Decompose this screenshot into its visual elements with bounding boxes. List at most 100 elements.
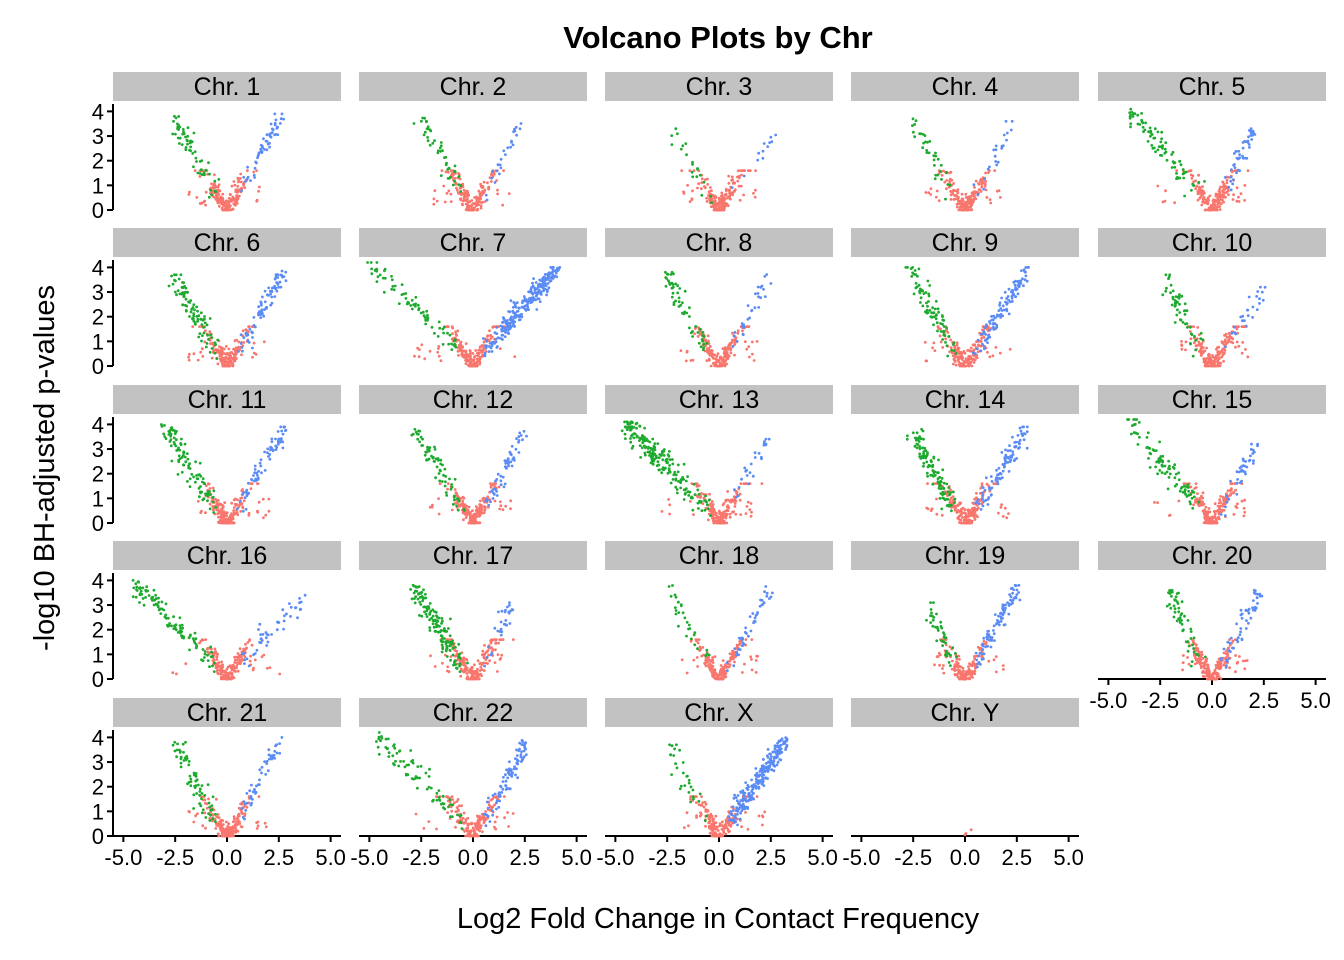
- y-tick-label: 0: [92, 511, 104, 536]
- data-point: [263, 289, 267, 293]
- data-point: [455, 501, 459, 505]
- data-point: [206, 499, 209, 503]
- data-point: [983, 326, 987, 330]
- data-point: [931, 311, 935, 315]
- data-point: [222, 514, 226, 518]
- facet-strip: [1098, 228, 1326, 257]
- data-point: [480, 350, 484, 354]
- data-point: [1157, 457, 1161, 460]
- data-point: [175, 449, 179, 452]
- data-point: [984, 476, 988, 480]
- data-point: [498, 336, 502, 340]
- data-point: [696, 488, 700, 492]
- data-point: [763, 295, 767, 298]
- data-point: [696, 501, 700, 505]
- data-point: [697, 484, 701, 488]
- data-point: [1201, 185, 1204, 189]
- data-point: [268, 141, 271, 145]
- data-point: [1240, 499, 1244, 503]
- data-point: [981, 486, 985, 489]
- data-point: [624, 437, 627, 440]
- data-point: [1164, 273, 1168, 277]
- data-point: [215, 502, 219, 506]
- data-point: [518, 431, 522, 435]
- data-point: [173, 431, 177, 435]
- data-point: [948, 183, 952, 187]
- data-point: [382, 290, 386, 294]
- facet-strip: [605, 228, 833, 257]
- data-point: [192, 314, 196, 318]
- data-point: [1018, 426, 1022, 430]
- data-point: [1260, 290, 1264, 294]
- data-point: [265, 305, 268, 309]
- facet-label: Chr. 5: [1179, 73, 1246, 101]
- data-point: [499, 483, 503, 487]
- data-point: [438, 482, 442, 485]
- data-point: [933, 473, 937, 477]
- data-point: [235, 338, 239, 342]
- data-point: [952, 182, 955, 185]
- data-point: [937, 199, 941, 203]
- data-point: [474, 349, 478, 352]
- data-point: [1168, 273, 1172, 277]
- data-point: [911, 117, 915, 121]
- data-point: [960, 351, 964, 355]
- data-point: [672, 272, 675, 276]
- data-point: [982, 336, 986, 339]
- data-point: [1203, 180, 1206, 183]
- data-point: [1171, 150, 1175, 154]
- data-point: [1148, 466, 1152, 469]
- data-point: [181, 132, 185, 136]
- data-point: [444, 480, 447, 484]
- data-point: [1192, 495, 1196, 499]
- data-point: [1200, 203, 1204, 207]
- data-point: [282, 117, 285, 121]
- data-point: [1156, 184, 1160, 188]
- data-point: [1136, 443, 1140, 446]
- data-point: [164, 437, 168, 440]
- data-point: [536, 297, 540, 301]
- data-point: [244, 180, 247, 183]
- data-point: [520, 315, 524, 319]
- data-point: [990, 315, 993, 318]
- data-point: [683, 289, 687, 293]
- data-point: [752, 191, 755, 195]
- data-point: [469, 352, 472, 355]
- data-point: [186, 142, 189, 146]
- data-point: [439, 458, 443, 462]
- data-point: [1013, 283, 1017, 287]
- data-point: [1165, 158, 1169, 162]
- data-point: [660, 510, 664, 513]
- data-point: [188, 301, 192, 304]
- data-point: [972, 348, 976, 352]
- data-point: [670, 295, 674, 299]
- data-point: [223, 521, 227, 525]
- data-point: [676, 463, 680, 467]
- data-point: [974, 179, 978, 183]
- data-point: [952, 349, 956, 352]
- data-point: [1005, 301, 1009, 305]
- data-point: [268, 453, 272, 456]
- data-point: [1252, 131, 1255, 135]
- data-point: [471, 509, 474, 512]
- data-point: [467, 505, 471, 509]
- data-point: [1211, 355, 1215, 359]
- data-point: [1234, 488, 1237, 492]
- data-point: [505, 319, 508, 323]
- data-point: [921, 304, 925, 308]
- data-point: [204, 511, 207, 515]
- data-point: [676, 284, 680, 288]
- data-point: [720, 357, 724, 360]
- data-point: [980, 332, 983, 336]
- data-point: [509, 452, 513, 456]
- data-point: [743, 466, 747, 470]
- data-point: [951, 190, 954, 194]
- data-point: [453, 342, 457, 346]
- data-point: [240, 489, 244, 493]
- data-point: [198, 332, 202, 335]
- data-point: [953, 346, 957, 350]
- data-point: [1158, 440, 1161, 444]
- data-point: [737, 184, 741, 188]
- data-point: [462, 195, 466, 199]
- facet-strip: [851, 72, 1079, 101]
